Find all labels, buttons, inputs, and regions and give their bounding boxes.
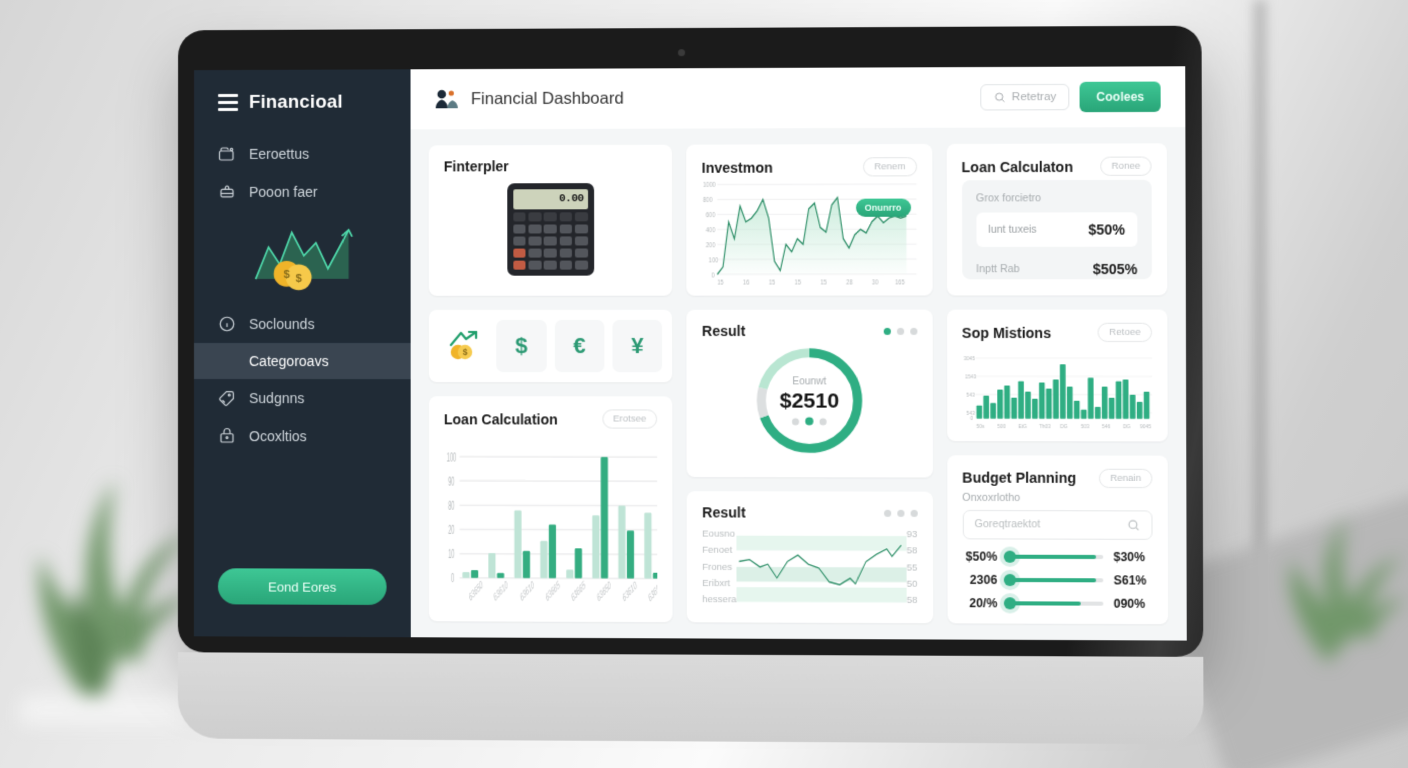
- svg-text:90: 90: [448, 474, 454, 488]
- svg-text:3045: 3045: [963, 356, 974, 363]
- svg-text:DG: DG: [1060, 424, 1068, 431]
- svg-text:63665: 63665: [570, 578, 586, 604]
- svg-text:28: 28: [846, 279, 853, 286]
- svg-text:0: 0: [712, 271, 715, 279]
- svg-text:400: 400: [706, 227, 716, 235]
- svg-text:9045: 9045: [1140, 424, 1151, 431]
- svg-text:50s: 50s: [976, 423, 984, 430]
- svg-text:15: 15: [769, 279, 776, 286]
- svg-text:165: 165: [895, 279, 905, 286]
- svg-text:16: 16: [743, 279, 750, 286]
- svg-text:20: 20: [448, 522, 454, 536]
- svg-text:Th03: Th03: [1039, 424, 1051, 431]
- svg-text:63610: 63610: [622, 578, 638, 604]
- svg-text:500: 500: [997, 423, 1005, 430]
- svg-text:63650: 63650: [647, 578, 657, 604]
- svg-text:EtG: EtG: [1018, 423, 1027, 430]
- svg-text:63650: 63650: [596, 578, 612, 604]
- svg-text:10: 10: [448, 547, 454, 561]
- svg-text:1000: 1000: [703, 182, 716, 190]
- svg-text:$: $: [284, 269, 291, 281]
- svg-text:63665: 63665: [545, 578, 561, 604]
- svg-text:543: 543: [966, 392, 974, 399]
- svg-text:$: $: [462, 348, 467, 358]
- svg-text:30: 30: [872, 279, 879, 286]
- svg-text:800: 800: [703, 197, 713, 205]
- svg-text:$: $: [296, 273, 303, 285]
- svg-text:80: 80: [448, 498, 454, 512]
- svg-text:100: 100: [447, 450, 456, 464]
- svg-text:0: 0: [970, 415, 973, 422]
- svg-text:DG: DG: [1122, 424, 1130, 431]
- svg-text:63610: 63610: [493, 578, 509, 604]
- svg-text:200: 200: [706, 242, 716, 250]
- svg-text:15: 15: [718, 279, 725, 286]
- svg-text:100: 100: [709, 257, 719, 265]
- svg-text:15: 15: [795, 279, 802, 286]
- svg-text:63650: 63650: [468, 578, 484, 604]
- svg-text:546: 546: [1101, 424, 1109, 431]
- svg-text:63610: 63610: [519, 578, 535, 604]
- svg-text:503: 503: [1080, 424, 1088, 431]
- svg-text:0: 0: [451, 571, 454, 585]
- svg-text:1543: 1543: [965, 374, 976, 381]
- svg-text:15: 15: [821, 279, 828, 286]
- svg-text:600: 600: [706, 212, 716, 220]
